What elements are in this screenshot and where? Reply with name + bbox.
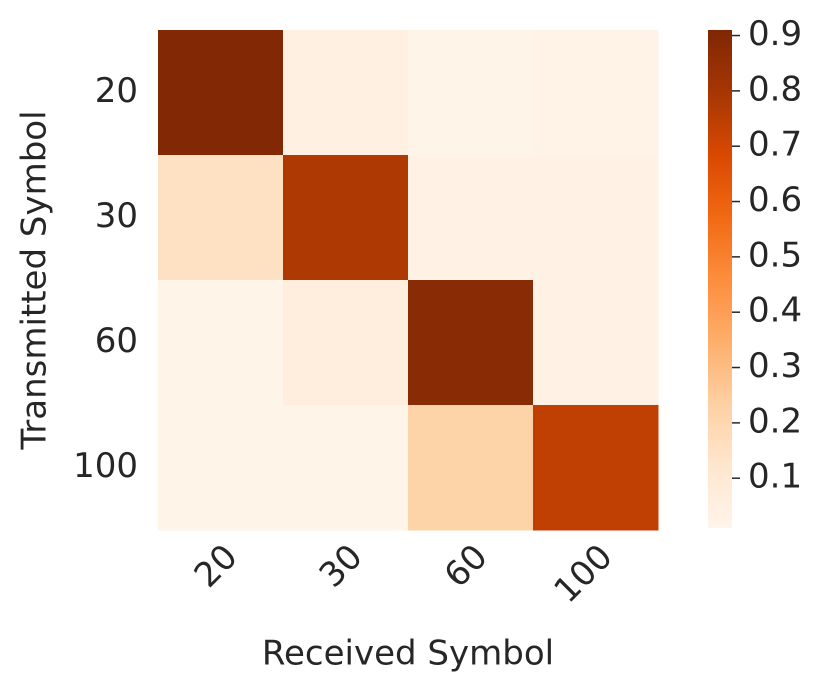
colorbar-tick-label: 0.2 xyxy=(748,401,802,441)
heatmap-cell xyxy=(533,155,659,281)
heatmap-cell xyxy=(408,30,534,156)
x-axis-title: Received Symbol xyxy=(262,634,554,674)
x-tick-label: 100 xyxy=(546,537,620,611)
heatmap-cell xyxy=(408,280,534,406)
colorbar-tick-label: 0.9 xyxy=(748,14,802,54)
x-tick-label: 20 xyxy=(187,537,246,596)
heatmap-cell xyxy=(158,405,284,531)
heatmap-cell xyxy=(533,405,659,531)
colorbar-tick-label: 0.4 xyxy=(748,291,802,331)
y-tick-label: 30 xyxy=(95,196,138,236)
colorbar-tick-label: 0.1 xyxy=(748,457,802,497)
y-axis-title: Transmitted Symbol xyxy=(15,110,55,450)
x-tick-label: 30 xyxy=(312,537,371,596)
heatmap-cell xyxy=(283,280,409,406)
y-tick-label: 100 xyxy=(73,446,138,486)
colorbar-tick-label: 0.6 xyxy=(748,180,802,220)
y-tick-label: 60 xyxy=(95,321,138,361)
heatmap-cell xyxy=(283,155,409,281)
heatmap-cell xyxy=(283,30,409,156)
x-tick-label: 60 xyxy=(437,537,496,596)
heatmap-cell xyxy=(533,30,659,156)
heatmap-cell xyxy=(158,155,284,281)
colorbar-tick-label: 0.7 xyxy=(748,125,802,165)
heatmap-cell xyxy=(158,280,284,406)
heatmap-cell xyxy=(408,405,534,531)
y-tick-label: 20 xyxy=(95,71,138,111)
colorbar-tick-label: 0.5 xyxy=(748,235,802,275)
heatmap-cell xyxy=(533,280,659,406)
colorbar-tick-label: 0.3 xyxy=(748,346,802,386)
colorbar xyxy=(708,30,732,528)
heatmap-cell xyxy=(408,155,534,281)
heatmap-cell xyxy=(283,405,409,531)
heatmap-cell xyxy=(158,30,284,156)
colorbar-tick-label: 0.8 xyxy=(748,69,802,109)
